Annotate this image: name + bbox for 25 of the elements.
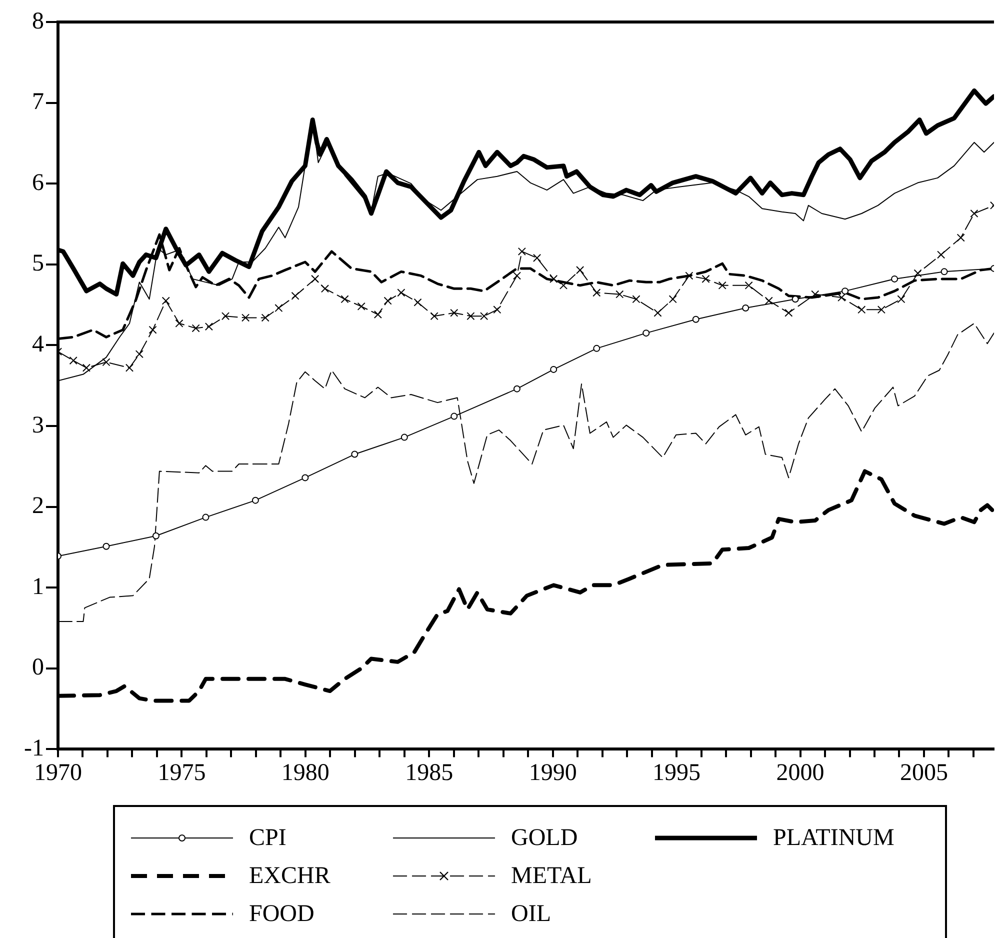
y-tick-label: 5: [32, 250, 44, 277]
legend-label: FOOD: [249, 900, 314, 928]
y-tick-label: 3: [32, 412, 44, 438]
x-tick-label: 1995: [652, 760, 701, 786]
x-tick-label: 2000: [776, 760, 824, 786]
x-tick-label: 1980: [281, 760, 330, 786]
legend-label: OIL: [511, 900, 551, 928]
y-tick-label: 0: [32, 654, 44, 681]
x-tick-label: 1975: [158, 760, 206, 786]
y-tick-label: 6: [32, 170, 44, 196]
y-tick-label: 7: [32, 89, 44, 116]
legend-label: CPI: [249, 824, 286, 852]
x-tick-label: 1985: [405, 760, 454, 786]
x-tick-label: 2005: [900, 760, 948, 786]
y-tick-label: 8: [32, 8, 44, 34]
legend-label: EXCHR: [249, 862, 330, 890]
legend-label: METAL: [511, 862, 592, 890]
y-tick-label: 4: [32, 331, 44, 358]
legend-label: GOLD: [511, 824, 578, 852]
y-tick-label: 2: [32, 493, 44, 520]
y-tick-label: -1: [24, 735, 44, 762]
legend-label: PLATINUM: [773, 824, 894, 852]
y-tick-label: 1: [32, 574, 44, 600]
x-tick-label: 1990: [528, 760, 577, 786]
x-tick-label: 1970: [34, 760, 82, 786]
